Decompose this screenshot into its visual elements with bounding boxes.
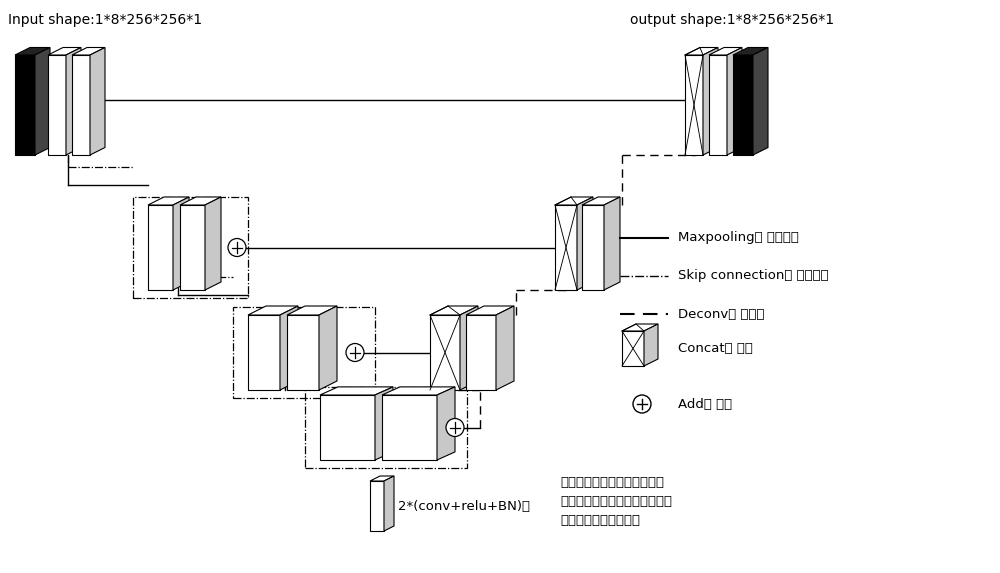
- Polygon shape: [375, 387, 393, 460]
- Polygon shape: [90, 48, 105, 155]
- Polygon shape: [466, 306, 514, 315]
- Polygon shape: [319, 306, 337, 390]
- Polygon shape: [248, 306, 298, 315]
- Polygon shape: [644, 324, 658, 366]
- Circle shape: [633, 395, 651, 413]
- Polygon shape: [709, 55, 727, 155]
- Polygon shape: [430, 306, 478, 315]
- Text: Skip connection： 残差连接: Skip connection： 残差连接: [678, 269, 829, 282]
- Bar: [305, 387, 467, 468]
- Polygon shape: [370, 481, 384, 531]
- Text: Add： 相加: Add： 相加: [678, 398, 732, 410]
- Polygon shape: [555, 205, 577, 290]
- Polygon shape: [709, 48, 742, 55]
- Polygon shape: [622, 324, 658, 331]
- Polygon shape: [370, 476, 394, 481]
- Polygon shape: [287, 315, 319, 390]
- Polygon shape: [15, 55, 35, 155]
- Polygon shape: [622, 331, 644, 366]
- Circle shape: [446, 418, 464, 437]
- Polygon shape: [437, 387, 455, 460]
- Polygon shape: [753, 48, 768, 155]
- Polygon shape: [48, 48, 81, 55]
- Polygon shape: [148, 205, 173, 290]
- Polygon shape: [15, 48, 50, 55]
- Polygon shape: [430, 315, 460, 390]
- Text: Concat： 堆叠: Concat： 堆叠: [678, 342, 753, 355]
- Polygon shape: [35, 48, 50, 155]
- Polygon shape: [460, 306, 478, 390]
- Text: Input shape:1*8*256*256*1: Input shape:1*8*256*256*1: [8, 13, 202, 27]
- Bar: [133, 197, 248, 298]
- Polygon shape: [733, 55, 753, 155]
- Polygon shape: [582, 205, 604, 290]
- Polygon shape: [180, 205, 205, 290]
- Polygon shape: [72, 48, 105, 55]
- Polygon shape: [320, 387, 393, 395]
- Polygon shape: [173, 197, 189, 290]
- Polygon shape: [577, 197, 593, 290]
- Polygon shape: [72, 55, 90, 155]
- Bar: [233, 307, 375, 398]
- Polygon shape: [180, 197, 221, 205]
- Circle shape: [346, 343, 364, 362]
- Polygon shape: [582, 197, 620, 205]
- Polygon shape: [320, 395, 375, 460]
- Polygon shape: [727, 48, 742, 155]
- Polygon shape: [555, 197, 593, 205]
- Polygon shape: [604, 197, 620, 290]
- Polygon shape: [466, 315, 496, 390]
- Polygon shape: [287, 306, 337, 315]
- Polygon shape: [685, 48, 718, 55]
- Text: 两个卷积块，每个卷积块包含
一个基本卷积、一个激活函数和
一个批量归一化层操作: 两个卷积块，每个卷积块包含 一个基本卷积、一个激活函数和 一个批量归一化层操作: [560, 476, 672, 527]
- Text: Maxpooling： 最大池化: Maxpooling： 最大池化: [678, 231, 799, 245]
- Polygon shape: [496, 306, 514, 390]
- Circle shape: [228, 238, 246, 257]
- Text: 2*(conv+relu+BN)：: 2*(conv+relu+BN)：: [398, 500, 530, 512]
- Polygon shape: [248, 315, 280, 390]
- Text: output shape:1*8*256*256*1: output shape:1*8*256*256*1: [630, 13, 834, 27]
- Polygon shape: [685, 55, 703, 155]
- Text: Deconv： 反卷积: Deconv： 反卷积: [678, 308, 765, 320]
- Polygon shape: [205, 197, 221, 290]
- Polygon shape: [703, 48, 718, 155]
- Polygon shape: [280, 306, 298, 390]
- Polygon shape: [382, 387, 455, 395]
- Polygon shape: [148, 197, 189, 205]
- Polygon shape: [382, 395, 437, 460]
- Polygon shape: [384, 476, 394, 531]
- Polygon shape: [733, 48, 768, 55]
- Polygon shape: [48, 55, 66, 155]
- Polygon shape: [66, 48, 81, 155]
